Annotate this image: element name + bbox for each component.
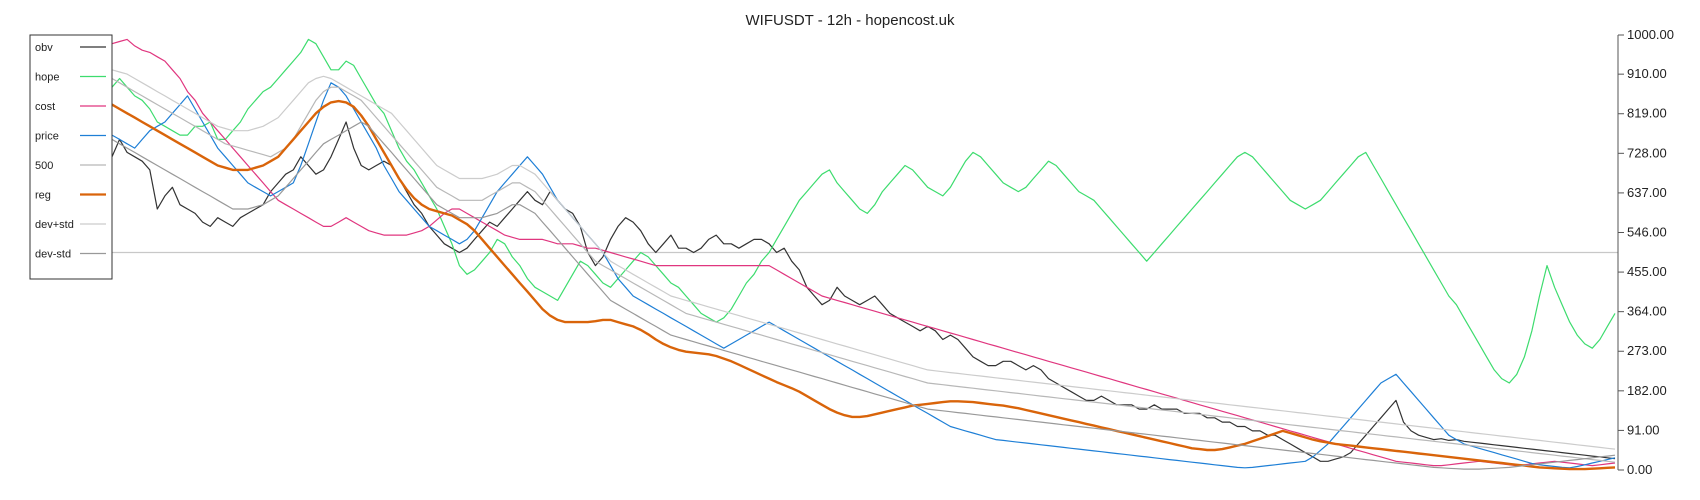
chart-title: WIFUSDT - 12h - hopencost.uk	[746, 12, 955, 29]
legend-label: dev+std	[35, 219, 74, 231]
series-line-obv	[111, 121, 1616, 462]
legend-label: 500	[35, 160, 53, 172]
series-line-500	[111, 77, 1616, 463]
legend-label: reg	[35, 190, 51, 202]
legend-label: obv	[35, 42, 53, 54]
y-tick-label: 910.00	[1627, 66, 1667, 81]
legend-label: hope	[35, 72, 59, 84]
series-line-price	[111, 82, 1616, 469]
y-tick-label: 637.00	[1627, 185, 1667, 200]
y-tick-label: 546.00	[1627, 224, 1667, 239]
y-tick-label: 364.00	[1627, 304, 1667, 319]
y-tick-label: 182.00	[1627, 383, 1667, 398]
legend-label: dev-std	[35, 249, 71, 261]
y-tick-label: 1000.00	[1627, 27, 1674, 42]
series-line-cost	[111, 38, 1616, 467]
series-line-reg	[111, 99, 1616, 471]
y-tick-label: 91.00	[1627, 422, 1660, 437]
y-tick-label: 819.00	[1627, 106, 1667, 121]
y-tick-label: 0.00	[1627, 462, 1652, 477]
y-tick-label: 273.00	[1627, 343, 1667, 358]
series-line-dev-std	[111, 121, 1616, 470]
y-tick-label: 728.00	[1627, 145, 1667, 160]
legend-label: cost	[35, 101, 55, 113]
y-tick-label: 455.00	[1627, 264, 1667, 279]
legend-box	[29, 34, 113, 280]
legend-label: price	[35, 131, 59, 143]
series-line-dev-std	[111, 69, 1616, 450]
series-line-hope	[111, 38, 1616, 384]
